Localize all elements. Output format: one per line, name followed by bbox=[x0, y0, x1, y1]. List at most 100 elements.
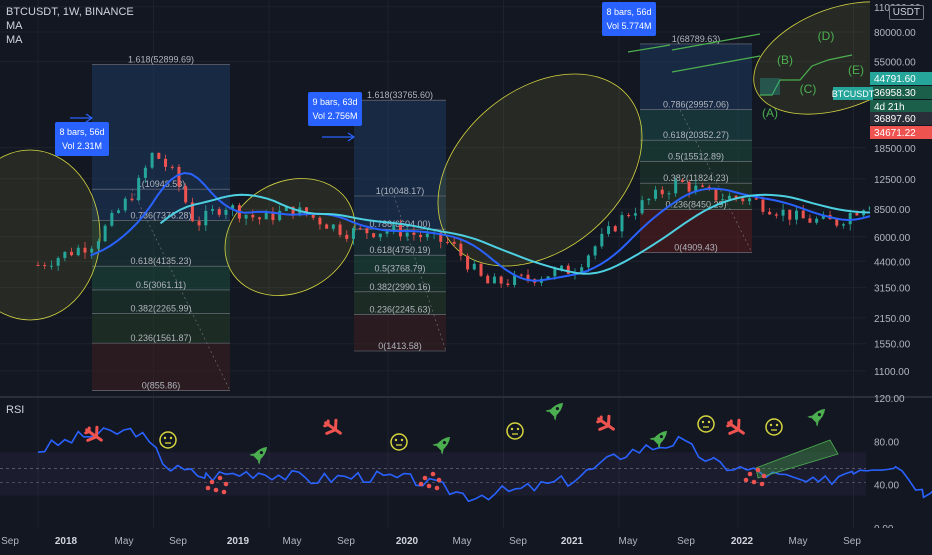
fib-level-label: 0.786(29957.06) bbox=[663, 100, 729, 110]
candle-body bbox=[90, 249, 93, 253]
fib-level-label: 0.382(2990.16) bbox=[369, 282, 430, 292]
rsi-pane-label[interactable]: RSI bbox=[6, 404, 24, 416]
candle-body bbox=[63, 252, 66, 258]
candle-body bbox=[748, 198, 751, 201]
time-tick-label: 2021 bbox=[561, 536, 584, 547]
price-tick-label: 1550.00 bbox=[874, 340, 911, 351]
candle-body bbox=[674, 180, 677, 193]
time-tick-label: May bbox=[789, 536, 808, 547]
wave-label-D: (D) bbox=[818, 29, 835, 43]
candle-body bbox=[419, 235, 422, 237]
ma-legend-1[interactable]: MA bbox=[6, 19, 134, 33]
time-tick-label: May bbox=[283, 536, 302, 547]
candle-body bbox=[406, 233, 409, 237]
time-tick-label: Sep bbox=[169, 536, 187, 547]
candle-body bbox=[480, 264, 483, 276]
time-tick-label: 2020 bbox=[396, 536, 419, 547]
price-tick-label: 6000.00 bbox=[874, 233, 911, 244]
candle-body bbox=[714, 189, 717, 200]
bars-volume-text: Vol 2.756M bbox=[312, 111, 357, 121]
candle-body bbox=[332, 225, 335, 229]
price-tick-label: 12500.00 bbox=[874, 175, 916, 186]
time-tick-label: 2019 bbox=[227, 536, 250, 547]
price-tick-label: 18500.00 bbox=[874, 144, 916, 155]
candle-body bbox=[117, 210, 120, 213]
price-badge: 44791.60 bbox=[870, 72, 932, 85]
candle-body bbox=[379, 234, 382, 237]
price-tick-label: 80000.00 bbox=[874, 28, 916, 39]
wave-label-C: (C) bbox=[800, 82, 817, 96]
price-badge-text: 44791.60 bbox=[874, 74, 916, 85]
time-tick-label: Sep bbox=[843, 536, 861, 547]
candle-body bbox=[359, 228, 362, 229]
candle-body bbox=[855, 213, 858, 215]
candle-body bbox=[493, 277, 496, 284]
candle-body bbox=[198, 221, 201, 225]
candle-body bbox=[70, 252, 73, 255]
candle-body bbox=[701, 186, 704, 187]
candle-body bbox=[607, 226, 610, 234]
candle-body bbox=[808, 218, 811, 222]
candle-body bbox=[312, 215, 315, 218]
candle-body bbox=[446, 242, 449, 243]
candle-body bbox=[782, 210, 785, 216]
candle-body bbox=[527, 275, 530, 279]
candle-body bbox=[164, 159, 167, 167]
rsi-tick-label: 120.00 bbox=[874, 394, 905, 405]
candle-body bbox=[151, 153, 154, 168]
price-badge-text: 34671.22 bbox=[874, 128, 916, 139]
candle-body bbox=[815, 219, 818, 223]
candle-body bbox=[721, 199, 724, 200]
time-tick-label: Sep bbox=[337, 536, 355, 547]
candle-body bbox=[251, 215, 254, 218]
candle-body bbox=[835, 219, 838, 225]
price-tick-label: 8500.00 bbox=[874, 205, 911, 216]
fib-level-label: 0(855.86) bbox=[142, 381, 181, 391]
currency-badge[interactable]: USDT bbox=[889, 5, 924, 20]
fib-level-label: 0.5(3768.79) bbox=[374, 264, 425, 274]
candle-body bbox=[587, 255, 590, 267]
candle-body bbox=[278, 211, 281, 220]
time-tick-label: May bbox=[115, 536, 134, 547]
candle-body bbox=[567, 266, 570, 274]
candle-body bbox=[184, 186, 187, 202]
wave-zone bbox=[760, 78, 780, 95]
btc-symbol-text: BTCUSDT bbox=[832, 89, 875, 99]
price-tick-label: 4400.00 bbox=[874, 257, 911, 268]
candle-body bbox=[77, 248, 80, 255]
fib-level-label: 0.236(1561.87) bbox=[130, 333, 191, 343]
symbol-label[interactable]: BTCUSDT, 1W, BINANCE bbox=[6, 5, 134, 19]
candle-body bbox=[412, 233, 415, 235]
wave-label-A: (A) bbox=[762, 106, 778, 120]
candle-body bbox=[614, 226, 617, 231]
time-tick-label: 2022 bbox=[731, 536, 754, 547]
candle-body bbox=[50, 266, 53, 267]
fib-level-label: 0.236(2245.63) bbox=[369, 304, 430, 314]
candle-body bbox=[788, 210, 791, 220]
fib-level-label: 0.618(4750.19) bbox=[369, 245, 430, 255]
rsi-tick-label: 40.00 bbox=[874, 481, 899, 492]
time-tick-label: Sep bbox=[509, 536, 527, 547]
ma-legend-2[interactable]: MA bbox=[6, 33, 134, 47]
fib-level-label: 0.618(20352.27) bbox=[663, 130, 729, 140]
candle-body bbox=[426, 234, 429, 238]
candle-body bbox=[104, 226, 107, 241]
candle-body bbox=[761, 200, 764, 212]
chart-legend: BTCUSDT, 1W, BINANCE MA MA bbox=[6, 5, 134, 47]
candle-body bbox=[688, 182, 691, 192]
candle-body bbox=[211, 209, 214, 211]
wave-label-B: (B) bbox=[777, 53, 793, 67]
candle-body bbox=[57, 258, 60, 266]
price-badge-text: 36958.30 bbox=[874, 88, 916, 99]
fib-level-label: 0.618(4135.23) bbox=[130, 256, 191, 266]
candle-body bbox=[802, 211, 805, 219]
candle-body bbox=[318, 218, 321, 225]
candle-body bbox=[654, 190, 657, 199]
fib-level-label: 1(10048.17) bbox=[376, 186, 425, 196]
wave-label-E: (E) bbox=[848, 63, 864, 77]
candle-body bbox=[500, 277, 503, 284]
time-tick-label: May bbox=[453, 536, 472, 547]
